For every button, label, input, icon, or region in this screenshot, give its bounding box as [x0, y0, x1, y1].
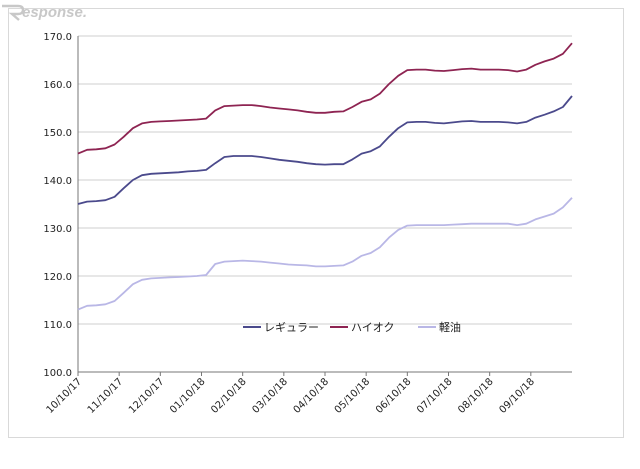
y-tick-label: 150.0 [43, 128, 72, 139]
x-tick-label: 08/10/18 [456, 376, 496, 416]
series-lines [77, 42, 573, 311]
y-tick-labels: 100.0 110.0 120.0 130.0 140.0 150.0 160.0 170.0 [43, 32, 72, 379]
legend: レギュラー ハイオク 軽油 [243, 320, 461, 334]
y-tick-label: 100.0 [43, 368, 72, 379]
x-tick-label: 03/10/18 [250, 376, 290, 416]
chart-frame [8, 8, 624, 438]
svg-text:esponse.: esponse. [22, 4, 87, 21]
series-line-2 [77, 197, 573, 311]
x-tick-label: 11/10/17 [86, 376, 126, 416]
y-tick-label: 170.0 [43, 32, 72, 43]
x-tick-label: 10/10/17 [45, 376, 85, 416]
y-tick-label: 120.0 [43, 272, 72, 283]
legend-label-2: 軽油 [439, 320, 461, 334]
x-tick-label: 02/10/18 [209, 376, 249, 416]
x-tick-label: 06/10/18 [374, 376, 414, 416]
y-tick-label: 160.0 [43, 80, 72, 91]
x-tick-label: 01/10/18 [168, 376, 208, 416]
x-tick-label: 12/10/17 [127, 376, 167, 416]
response-logo: esponse. [2, 4, 87, 21]
gridlines [78, 35, 572, 325]
legend-label-1: ハイオク [351, 321, 395, 334]
series-line-0 [77, 95, 573, 205]
legend-label-0: レギュラー [264, 321, 319, 334]
y-tick-label: 110.0 [43, 320, 72, 331]
x-tick-label: 07/10/18 [415, 376, 455, 416]
y-tick-label: 130.0 [43, 224, 72, 235]
x-tick-label: 09/10/18 [497, 376, 537, 416]
x-tick-label: 05/10/18 [333, 376, 373, 416]
y-tick-label: 140.0 [43, 176, 72, 187]
series-line-1 [77, 42, 573, 155]
x-tick-label: 04/10/18 [292, 376, 332, 416]
x-tick-labels: 10/10/17 11/10/17 12/10/17 01/10/18 02/10/18… [45, 372, 537, 416]
